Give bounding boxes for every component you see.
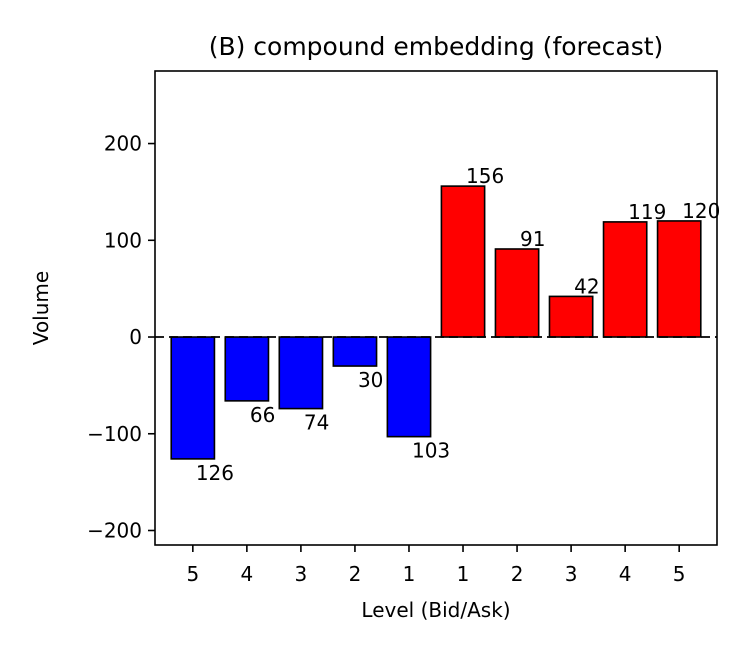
x-tick-label: 1 (403, 562, 416, 586)
bar-ask-level-3 (548, 295, 594, 338)
data-label: 156 (466, 164, 504, 188)
x-tick-label: 3 (295, 562, 308, 586)
x-axis-label: Level (Bid/Ask) (361, 598, 510, 622)
bar-ask-level-4 (602, 221, 648, 338)
bar-bid-level-4 (224, 336, 270, 402)
data-label: 30 (358, 368, 383, 392)
data-label: 103 (412, 439, 450, 463)
axis-ticks: 5 4 3 2 1 1 2 3 4 5 −200 −100 0 100 200 (87, 132, 685, 586)
x-tick-label: 5 (673, 562, 686, 586)
x-tick-label: 5 (186, 562, 199, 586)
data-label: 120 (682, 199, 720, 223)
plot-frame (154, 70, 718, 546)
x-tick-label: 4 (619, 562, 632, 586)
bar-ask-level-1 (440, 185, 486, 338)
bar-ask-level-5 (656, 220, 702, 338)
y-tick-label: 200 (104, 132, 142, 156)
x-tick-label: 2 (349, 562, 362, 586)
y-tick-label: 0 (129, 325, 142, 349)
bar-bid-level-2 (332, 336, 378, 367)
data-label: 74 (304, 411, 329, 435)
x-tick-label: 3 (565, 562, 578, 586)
y-tick-label: 100 (104, 228, 142, 252)
bar-bid-level-5 (170, 336, 216, 460)
chart-title: (B) compound embedding (forecast) (209, 32, 664, 61)
x-tick-label: 2 (511, 562, 524, 586)
bar-bid-level-1 (386, 336, 432, 438)
y-tick-label: −200 (87, 518, 142, 542)
x-tick-label: 1 (457, 562, 470, 586)
data-label: 126 (196, 461, 234, 485)
data-label: 66 (250, 403, 275, 427)
data-label: 119 (628, 200, 666, 224)
bar-ask-level-2 (494, 248, 540, 338)
data-label: 91 (520, 227, 545, 251)
data-label: 42 (574, 274, 599, 298)
x-tick-label: 4 (240, 562, 253, 586)
y-axis-label: Volume (29, 271, 53, 345)
chart-marks: 126 66 74 30 103 156 91 42 119 120 (170, 164, 720, 485)
bar-bid-level-3 (278, 336, 324, 410)
y-tick-label: −100 (87, 422, 142, 446)
